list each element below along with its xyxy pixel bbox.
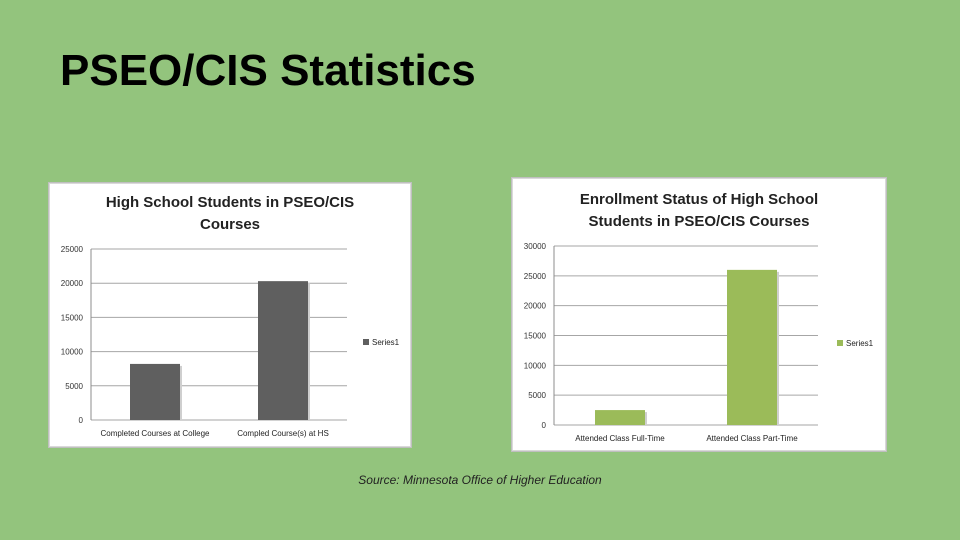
y-tick-label: 30000 (524, 242, 547, 251)
chart-title-line: Courses (200, 216, 260, 233)
legend-label: Series1 (372, 338, 400, 347)
y-tick-label: 5000 (65, 382, 83, 391)
x-category-label: Attended Class Full-Time (575, 434, 665, 443)
chart-enrollment-status: Enrollment Status of High School Students… (511, 177, 887, 452)
y-tick-label: 20000 (61, 279, 84, 288)
y-tick-label: 25000 (61, 245, 84, 254)
x-category-label: Attended Class Part-Time (706, 434, 798, 443)
chart-title-line: High School Students in PSEO/CIS (106, 194, 354, 211)
bar (595, 410, 645, 425)
y-tick-label: 15000 (61, 313, 84, 322)
slide-title: PSEO/CIS Statistics (60, 46, 476, 95)
chart-title-line: Students in PSEO/CIS Courses (589, 213, 810, 230)
y-tick-label: 25000 (524, 272, 547, 281)
bar (258, 281, 308, 420)
x-category-label: Completed Courses at College (101, 429, 210, 438)
x-category-label: Compled Course(s) at HS (237, 429, 329, 438)
legend-swatch (363, 339, 369, 345)
legend-label: Series1 (846, 339, 874, 348)
source-note: Source: Minnesota Office of Higher Educa… (358, 473, 602, 487)
chart-title-line: Enrollment Status of High School (580, 191, 818, 208)
y-tick-label: 15000 (524, 332, 547, 341)
y-tick-label: 20000 (524, 302, 547, 311)
chart-svg: High School Students in PSEO/CIS Courses 0… (61, 194, 400, 438)
chart-svg: Enrollment Status of High School Students… (524, 191, 874, 443)
bar (727, 269, 777, 425)
bar (130, 363, 180, 420)
y-tick-label: 5000 (528, 391, 546, 400)
chart-students-in-pseo: High School Students in PSEO/CIS Courses 0… (48, 182, 412, 448)
y-tick-label: 10000 (524, 361, 547, 370)
legend-swatch (837, 340, 843, 346)
y-tick-label: 0 (79, 416, 84, 425)
y-tick-label: 0 (542, 421, 547, 430)
y-tick-label: 10000 (61, 348, 84, 357)
